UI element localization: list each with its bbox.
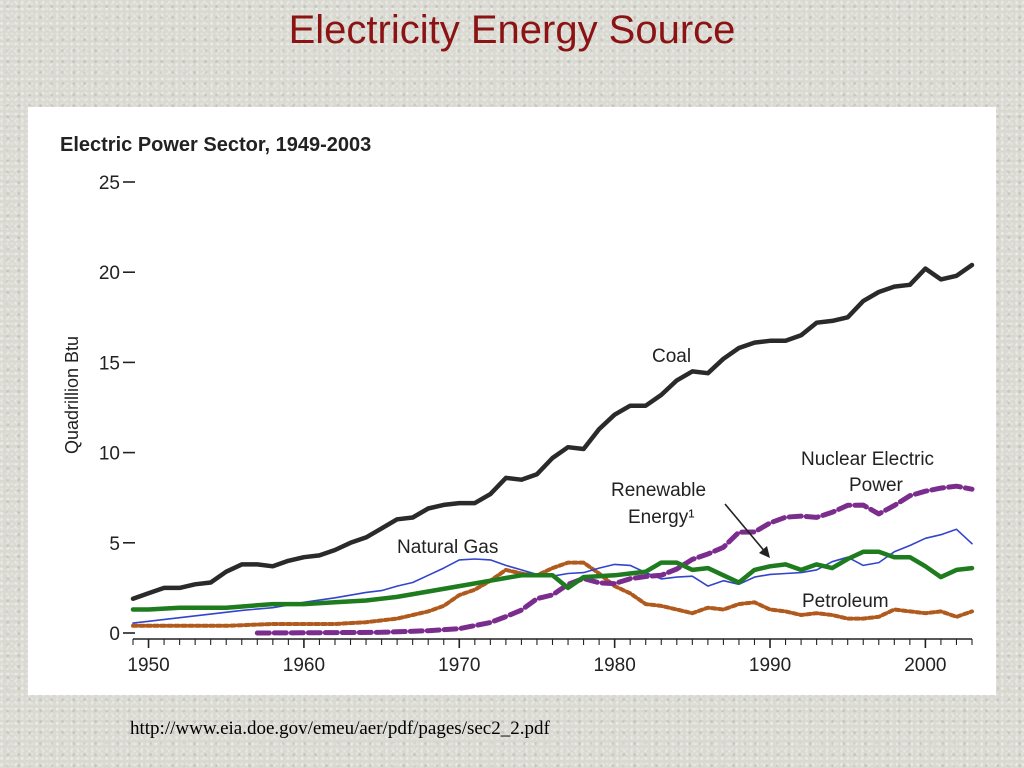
annotation-renewable-line1: Renewable [611, 480, 706, 501]
x-tick-label: 1990 [749, 655, 791, 676]
series-line-petroleum [131, 560, 974, 628]
y-tick-label: 15 [99, 353, 120, 374]
x-tick-label: 1970 [438, 655, 480, 676]
x-tick-label: 1960 [283, 655, 325, 676]
annotation-nuclear-line1: Nuclear Electric [801, 449, 934, 470]
source-link[interactable]: http://www.eia.doe.gov/emeu/aer/pdf/page… [130, 718, 550, 739]
series-lines [130, 262, 975, 636]
x-tick-label: 1950 [127, 655, 169, 676]
line-chart: Electric Power Sector, 1949-2003 Quadril… [60, 134, 975, 676]
y-tick-label: 5 [109, 534, 120, 555]
y-tick-label: 25 [99, 173, 120, 194]
annotation-natural-gas: Natural Gas [397, 537, 498, 558]
x-tick-label: 2000 [904, 655, 946, 676]
y-tick-label: 20 [99, 263, 120, 284]
annotations: Coal Nuclear Electric Power Renewable En… [397, 346, 934, 612]
series-line-coal [130, 262, 975, 601]
y-tick-label: 10 [99, 444, 120, 465]
y-axis-label: Quadrillion Btu [62, 336, 82, 454]
annotation-coal: Coal [652, 346, 691, 367]
x-tick-label: 1980 [594, 655, 636, 676]
chart-title: Electric Power Sector, 1949-2003 [60, 134, 371, 156]
axes: 0 5 10 15 20 25 1950 1960 1970 1980 1990 2000 [99, 173, 973, 676]
annotation-petroleum: Petroleum [802, 591, 889, 612]
renewable-arrow [724, 503, 770, 558]
annotation-renewable-line2: Energy¹ [628, 507, 695, 528]
annotation-nuclear-line2: Power [849, 475, 904, 496]
y-tick-label: 0 [109, 624, 120, 645]
chart-panel: Electric Power Sector, 1949-2003 Quadril… [28, 107, 996, 695]
series-line-renewable-energy [130, 549, 975, 612]
slide-title: Electricity Energy Source [288, 8, 736, 52]
